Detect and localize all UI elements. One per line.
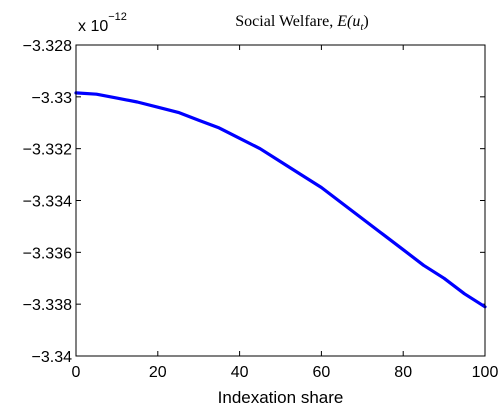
- y-tick-label: −3.332: [23, 142, 72, 159]
- x-tick-label: 0: [72, 364, 81, 381]
- y-tick-label: −3.334: [23, 194, 72, 211]
- plot-background: [76, 45, 485, 356]
- chart-title-math: E(u: [336, 13, 360, 30]
- x-axis-title: Indexation share: [218, 388, 344, 407]
- y-tick-label: −3.328: [23, 38, 72, 55]
- chart-title-math-close: ): [363, 13, 368, 30]
- y-tick-label: −3.336: [23, 245, 72, 262]
- x-axis-ticks: 0 20 40 60 80 100: [72, 45, 499, 381]
- plot-frame: [75, 44, 486, 357]
- x-tick-label: 40: [231, 364, 249, 381]
- y-tick-label: −3.34: [32, 349, 73, 366]
- chart-title-math-sub: t: [360, 21, 364, 33]
- x-tick-label: 80: [394, 364, 412, 381]
- x-tick-label: 20: [149, 364, 167, 381]
- y-tick-label: −3.338: [23, 297, 72, 314]
- x-tick-label: 100: [472, 364, 499, 381]
- series-line: [74, 91, 487, 309]
- y-multiplier: x 10−12: [78, 11, 127, 35]
- y-tick-label: −3.33: [32, 90, 73, 107]
- y-axis-ticks: −3.328 −3.33 −3.332 −3.334 −3.336 −3.338 −3.34: [23, 38, 485, 366]
- chart-title-text: Social Welfare,: [235, 13, 337, 30]
- y-multiplier-exponent: −12: [108, 11, 127, 23]
- x-tick-label: 60: [313, 364, 331, 381]
- chart-title: Social Welfare, E(ut): [235, 13, 368, 33]
